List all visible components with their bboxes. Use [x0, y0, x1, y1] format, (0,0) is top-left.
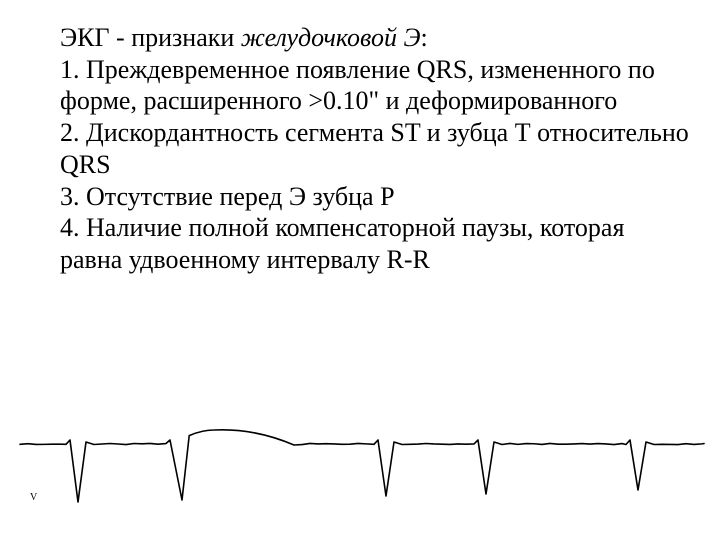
title-italic: желудочковой Э	[241, 23, 421, 52]
body-line: 2. Дискордантность сегмента ST и зубца Т…	[60, 117, 690, 180]
text-block: ЭКГ - признаки желудочковой Э: 1. Прежде…	[60, 22, 690, 276]
title-suffix: :	[421, 23, 428, 52]
title-prefix: ЭКГ - признаки	[60, 23, 241, 52]
ecg-svg: V	[16, 400, 708, 510]
slide-page: ЭКГ - признаки желудочковой Э: 1. Прежде…	[0, 0, 720, 540]
body-line: 4. Наличие полной компенсаторной паузы, …	[60, 212, 690, 275]
body-line: 1. Преждевременное появление QRS, измене…	[60, 54, 690, 117]
svg-text:V: V	[30, 492, 38, 503]
ecg-trace: V	[16, 400, 708, 510]
title-line: ЭКГ - признаки желудочковой Э:	[60, 22, 690, 54]
body-line: 3. Отсутствие перед Э зубца Р	[60, 181, 690, 213]
